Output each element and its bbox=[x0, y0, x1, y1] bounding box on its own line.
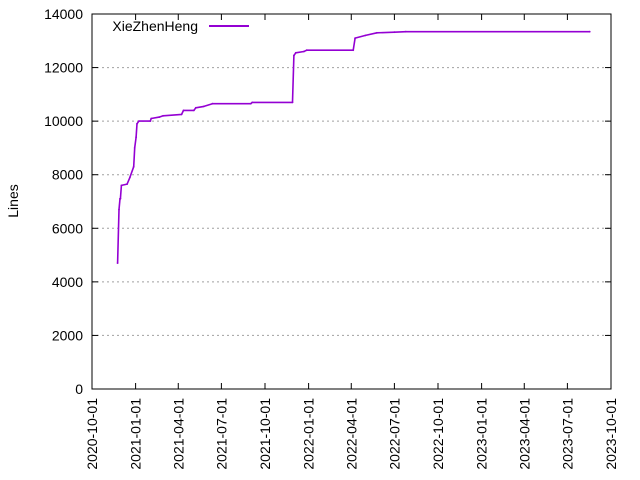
data-point bbox=[116, 262, 119, 264]
y-tick-label: 0 bbox=[75, 381, 83, 397]
data-point bbox=[150, 117, 153, 120]
data-point bbox=[352, 49, 355, 52]
data-point bbox=[118, 208, 120, 211]
y-tick-label: 2000 bbox=[52, 327, 83, 343]
data-point bbox=[132, 165, 135, 168]
y-tick-label: 6000 bbox=[52, 220, 83, 236]
x-tick-label: 2021-10-01 bbox=[257, 398, 273, 470]
x-tick-label: 2021-07-01 bbox=[213, 398, 229, 470]
data-point bbox=[194, 106, 197, 109]
data-point bbox=[129, 176, 131, 179]
data-point bbox=[376, 31, 378, 34]
series-layer bbox=[116, 30, 591, 264]
x-tick-label: 2022-01-01 bbox=[301, 398, 317, 470]
data-point bbox=[158, 116, 161, 118]
data-point bbox=[203, 105, 205, 108]
data-point bbox=[211, 102, 214, 105]
legend-label: XieZhenHeng bbox=[112, 18, 198, 34]
x-tick-label: 2022-07-01 bbox=[386, 398, 402, 470]
x-tick-label: 2021-04-01 bbox=[170, 398, 186, 470]
x-tick-label: 2021-01-01 bbox=[128, 398, 144, 470]
data-point bbox=[249, 102, 252, 105]
plot-border bbox=[91, 13, 612, 390]
y-tick-label: 10000 bbox=[44, 113, 83, 129]
data-point bbox=[294, 51, 297, 54]
x-tick-label: 2023-01-01 bbox=[474, 398, 490, 470]
data-point bbox=[354, 37, 356, 39]
data-point bbox=[126, 183, 128, 186]
y-axis-ticks: 0 2000 4000 6000 8000 10000 12000 14000 bbox=[44, 6, 611, 397]
data-point bbox=[588, 30, 591, 33]
data-point bbox=[193, 109, 195, 112]
data-point bbox=[180, 113, 183, 116]
data-point bbox=[138, 120, 140, 122]
y-tick-label: 4000 bbox=[52, 274, 83, 290]
y-tick-label: 14000 bbox=[44, 6, 83, 22]
data-point bbox=[182, 109, 185, 112]
data-point bbox=[133, 147, 136, 149]
y-tick-label: 8000 bbox=[52, 167, 83, 183]
data-point bbox=[120, 184, 123, 187]
legend: XieZhenHeng bbox=[112, 18, 249, 34]
data-point bbox=[291, 101, 294, 104]
data-point bbox=[162, 114, 165, 117]
data-point bbox=[135, 136, 138, 139]
data-point bbox=[393, 31, 396, 34]
x-axis-ticks: 2020-10-01 2021-01-01 2021-04-01 2021-07-01… bbox=[84, 14, 619, 470]
plot-frame bbox=[91, 13, 612, 390]
x-tick-label: 2022-04-01 bbox=[343, 398, 359, 470]
x-tick-label: 2023-07-01 bbox=[559, 398, 575, 470]
x-tick-label: 2023-04-01 bbox=[516, 398, 532, 470]
data-point bbox=[251, 101, 254, 104]
series-line bbox=[116, 30, 590, 264]
data-point bbox=[305, 49, 308, 52]
x-tick-label: 2022-10-01 bbox=[430, 398, 446, 470]
data-point bbox=[404, 30, 407, 33]
data-point bbox=[136, 122, 138, 125]
data-point bbox=[119, 197, 122, 200]
data-point bbox=[364, 34, 367, 37]
y-axis-title: Lines bbox=[5, 184, 21, 217]
y-tick-label: 12000 bbox=[44, 60, 83, 76]
x-tick-label: 2020-10-01 bbox=[84, 398, 100, 470]
data-point bbox=[149, 120, 152, 122]
data-point bbox=[293, 54, 295, 57]
x-tick-label: 2023-10-01 bbox=[603, 398, 619, 470]
data-point bbox=[303, 50, 305, 53]
gridlines bbox=[92, 67, 611, 336]
